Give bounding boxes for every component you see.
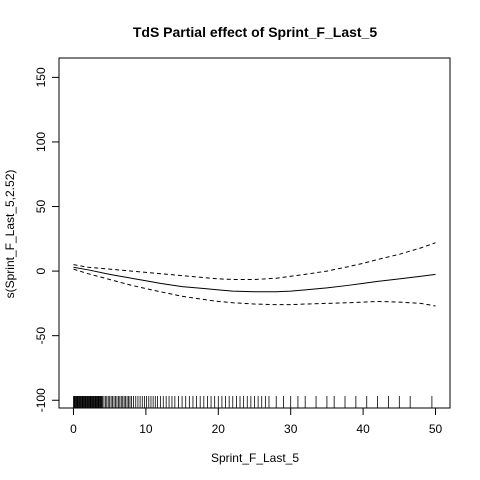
y-tick-label: -50: [34, 327, 48, 345]
x-tick-label: 50: [429, 422, 443, 436]
y-tick-label: 0: [34, 267, 48, 274]
series-line-lower-bound: [73, 268, 436, 307]
x-tick-label: 20: [212, 422, 226, 436]
series-line-estimate: [73, 266, 436, 293]
series-line-upper-bound: [73, 242, 436, 280]
x-tick-label: 30: [284, 422, 298, 436]
x-axis-label: Sprint_F_Last_5: [211, 451, 299, 465]
y-axis: -100 -50 0 50 100 150: [34, 67, 60, 412]
chart-title: TdS Partial effect of Sprint_F_Last_5: [133, 24, 377, 40]
series-lines: [73, 242, 436, 307]
y-tick-label: -100: [34, 388, 48, 412]
x-axis: 0 10 20 30 40 50: [70, 407, 443, 436]
y-tick-label: 150: [34, 67, 48, 87]
y-tick-label: 50: [34, 200, 48, 214]
y-axis-label: s(Sprint_F_Last_5,2.52): [3, 170, 17, 299]
y-tick-label: 100: [34, 132, 48, 152]
rug-marks: [73, 396, 433, 408]
x-tick-label: 40: [356, 422, 370, 436]
plot-frame: [58, 57, 451, 409]
x-tick-label: 10: [139, 422, 153, 436]
x-tick-label: 0: [70, 422, 77, 436]
